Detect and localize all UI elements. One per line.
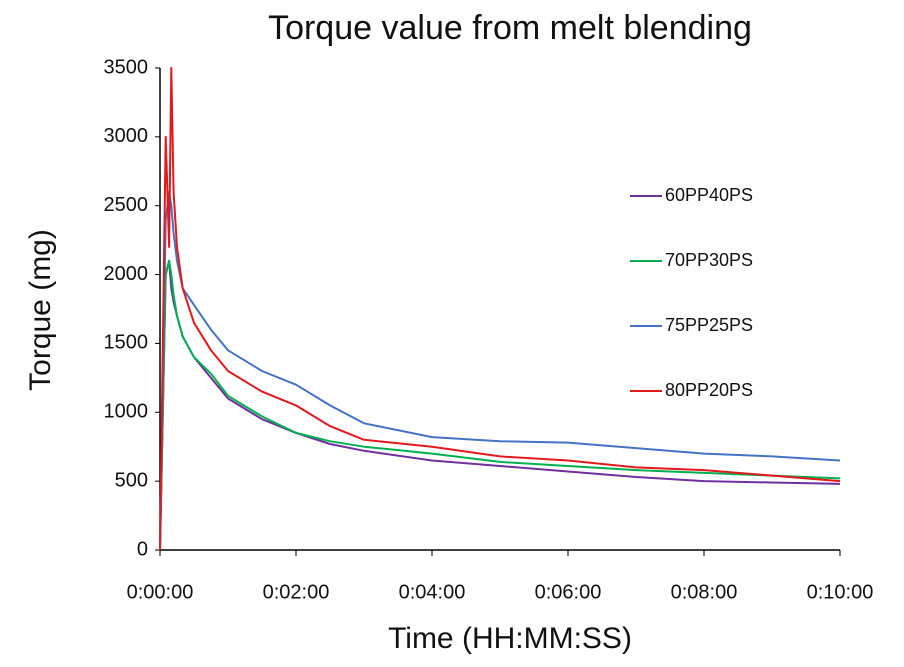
y-tick-label: 3500 — [104, 56, 149, 78]
y-tick-label: 1000 — [104, 401, 149, 423]
x-tick-label: 0:08:00 — [671, 581, 738, 603]
x-tick-label: 0:10:00 — [807, 581, 874, 603]
x-tick-label: 0:04:00 — [399, 581, 466, 603]
y-tick-label: 0 — [137, 538, 148, 560]
x-tick-label: 0:00:00 — [127, 581, 194, 603]
y-axis-label: Torque (mg) — [24, 229, 57, 391]
series-line — [159, 190, 841, 551]
y-tick-label: 1500 — [104, 332, 149, 354]
legend-label: 70PP30PS — [665, 250, 753, 270]
legend-label: 75PP25PS — [665, 315, 753, 335]
y-tick-label: 2500 — [104, 194, 149, 216]
series-line — [159, 259, 841, 551]
series-line — [159, 67, 841, 551]
x-tick-label: 0:06:00 — [535, 581, 602, 603]
legend-label: 60PP40PS — [665, 185, 753, 205]
series-line — [159, 259, 841, 551]
x-axis-label: Time (HH:MM:SS) — [388, 622, 632, 655]
chart-title: Torque value from melt blending — [268, 9, 752, 47]
legend-label: 80PP20PS — [665, 380, 753, 400]
y-tick-label: 3000 — [104, 125, 149, 147]
y-tick-label: 2000 — [104, 263, 149, 285]
x-tick-label: 0:02:00 — [263, 581, 330, 603]
y-tick-label: 500 — [115, 469, 148, 491]
